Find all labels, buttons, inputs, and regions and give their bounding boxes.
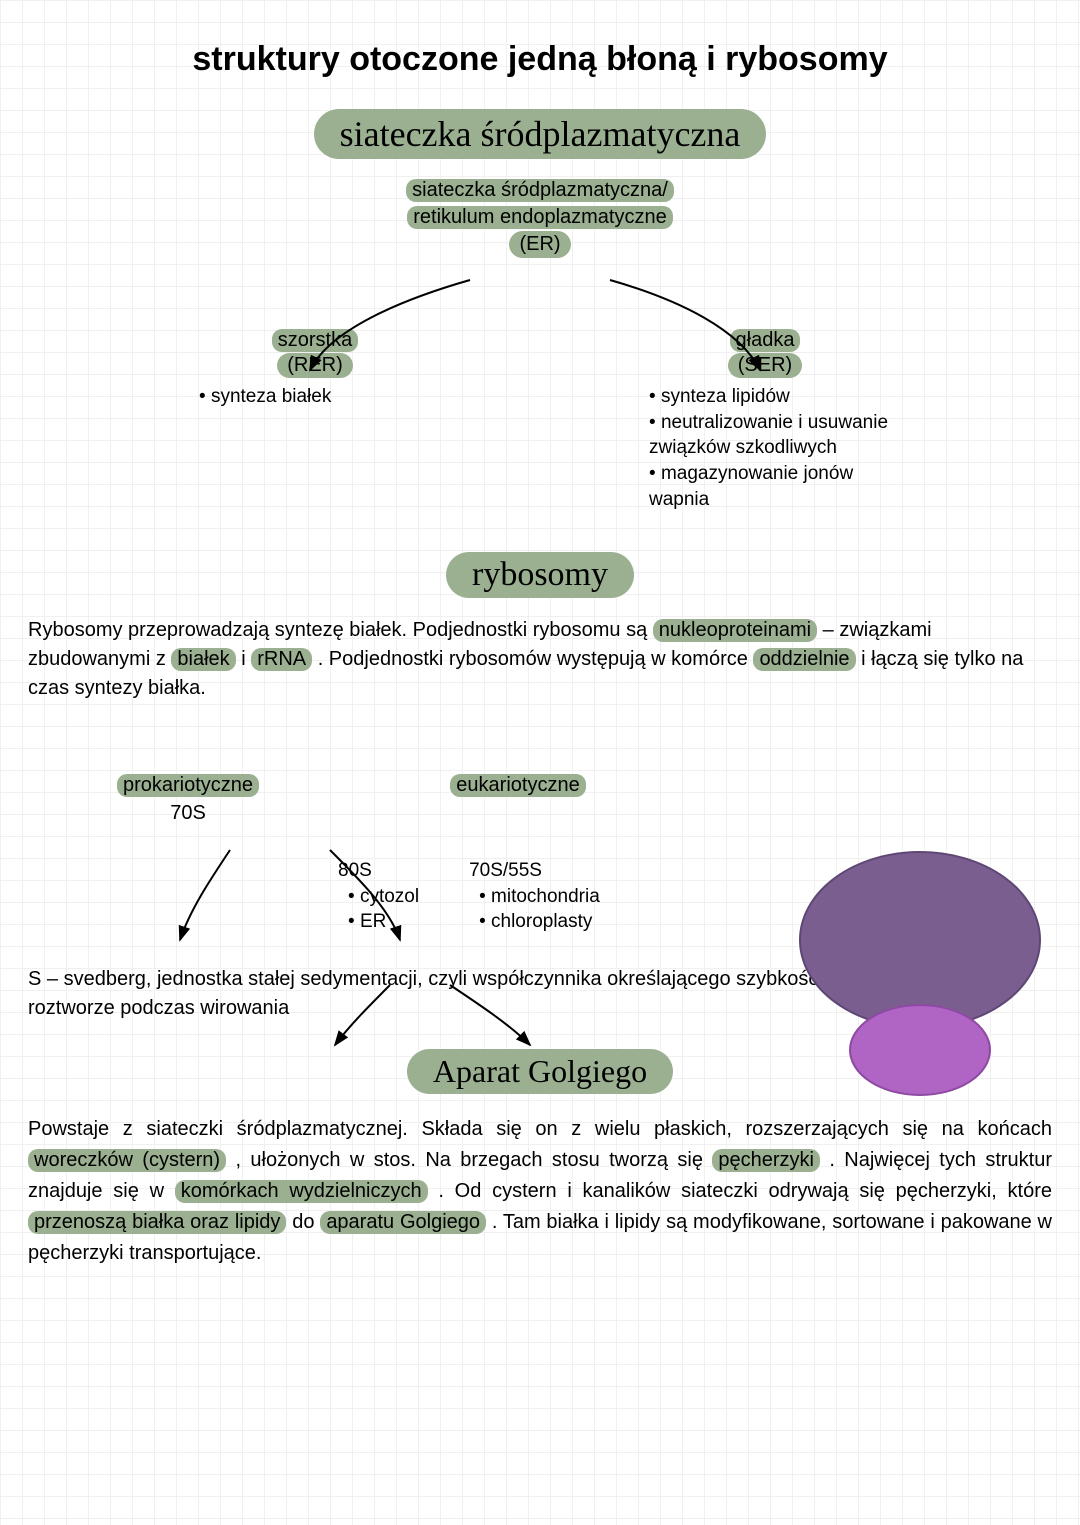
golgi-header: Aparat Golgiego bbox=[407, 1049, 673, 1094]
rybo-euk-a-bullets: cytozol ER bbox=[338, 884, 419, 935]
hl-rrna: rRNA bbox=[251, 648, 312, 671]
hl-woreczkow: woreczków (cystern) bbox=[28, 1149, 226, 1172]
list-item: synteza lipidów bbox=[649, 384, 895, 410]
text: Powstaje z siateczki śródplazmatycznej. … bbox=[28, 1118, 1052, 1140]
list-item: ER bbox=[348, 909, 419, 935]
hl-nukleoproteinami: nukleoproteinami bbox=[653, 619, 817, 642]
hl-przenosza: przenoszą białka oraz lipidy bbox=[28, 1211, 286, 1234]
page-title: struktury otoczone jedną błoną i rybosom… bbox=[28, 40, 1052, 79]
text: . Podjednostki rybosomów występują w kom… bbox=[318, 648, 754, 670]
golgi-paragraph: Powstaje z siateczki śródplazmatycznej. … bbox=[28, 1114, 1052, 1269]
hl-bialek: białek bbox=[171, 648, 235, 671]
ribosome-icon bbox=[770, 840, 1050, 1100]
er-columns: szorstka (RER) synteza białek gładka (SE… bbox=[28, 328, 1052, 512]
er-col-ser: gładka (SER) synteza lipidów neutralizow… bbox=[635, 328, 895, 512]
rybo-euk-a-val: 80S bbox=[338, 858, 419, 884]
er-ser-name: gładka bbox=[730, 329, 801, 352]
er-rer-name: szorstka bbox=[272, 329, 358, 352]
list-item: magazynowanie jonów wapnia bbox=[649, 461, 895, 512]
rybo-paragraph: Rybosomy przeprowadzają syntezę białek. … bbox=[28, 616, 1052, 703]
text: . Od cystern i kanalików siateczki odryw… bbox=[438, 1180, 1052, 1202]
er-header-wrap: siateczka śródplazmatyczna bbox=[28, 109, 1052, 159]
rybo-col-euk: eukariotyczne 80S cytozol ER 70S/55S mit… bbox=[338, 773, 698, 935]
hl-pecherzyki: pęcherzyki bbox=[712, 1149, 820, 1172]
list-item: cytozol bbox=[348, 884, 419, 910]
hl-komorkach-wydz: komórkach wydzielniczych bbox=[175, 1180, 428, 1203]
rybo-header-wrap: rybosomy bbox=[28, 552, 1052, 598]
er-sub-line2: retikulum endoplazmatyczne bbox=[407, 206, 672, 229]
list-item: neutralizowanie i usuwanie związków szko… bbox=[649, 410, 895, 461]
text: i bbox=[241, 648, 251, 670]
hl-aparatu-golgiego: aparatu Golgiego bbox=[320, 1211, 486, 1234]
rybo-euk-b-bullets: mitochondria chloroplasty bbox=[469, 884, 600, 935]
list-item: synteza białek bbox=[199, 384, 445, 410]
rybo-prok-val: 70S bbox=[98, 802, 278, 825]
rybo-prok-name: prokariotyczne bbox=[117, 774, 259, 797]
hl-oddzielnie: oddzielnie bbox=[753, 648, 855, 671]
er-subheading: siateczka śródplazmatyczna/ retikulum en… bbox=[28, 177, 1052, 258]
er-rer-bullets: synteza białek bbox=[185, 384, 445, 410]
rybo-euk-name: eukariotyczne bbox=[450, 774, 585, 797]
rybo-euk-sub-a: 80S cytozol ER bbox=[338, 858, 419, 935]
rybo-header: rybosomy bbox=[446, 552, 634, 598]
text: Rybosomy przeprowadzają syntezę białek. … bbox=[28, 619, 653, 641]
er-col-rer: szorstka (RER) synteza białek bbox=[185, 328, 445, 512]
rybo-euk-b-val: 70S/55S bbox=[469, 858, 600, 884]
er-sub-line1: siateczka śródplazmatyczna/ bbox=[406, 179, 674, 202]
rybo-euk-sub: 80S cytozol ER 70S/55S mitochondria chlo… bbox=[338, 858, 698, 935]
list-item: mitochondria bbox=[479, 884, 600, 910]
list-item: chloroplasty bbox=[479, 909, 600, 935]
rybo-euk-sub-b: 70S/55S mitochondria chloroplasty bbox=[469, 858, 600, 935]
er-rer-abbr: (RER) bbox=[277, 353, 353, 378]
text: do bbox=[292, 1211, 320, 1233]
er-ser-abbr: (SER) bbox=[728, 353, 802, 378]
text: , ułożonych w stos. Na brzegach stosu tw… bbox=[235, 1149, 712, 1171]
er-ser-bullets: synteza lipidów neutralizowanie i usuwan… bbox=[635, 384, 895, 512]
rybo-col-prok: prokariotyczne 70S bbox=[98, 773, 278, 935]
er-header: siateczka śródplazmatyczna bbox=[314, 109, 767, 159]
er-abbr: (ER) bbox=[509, 231, 570, 258]
